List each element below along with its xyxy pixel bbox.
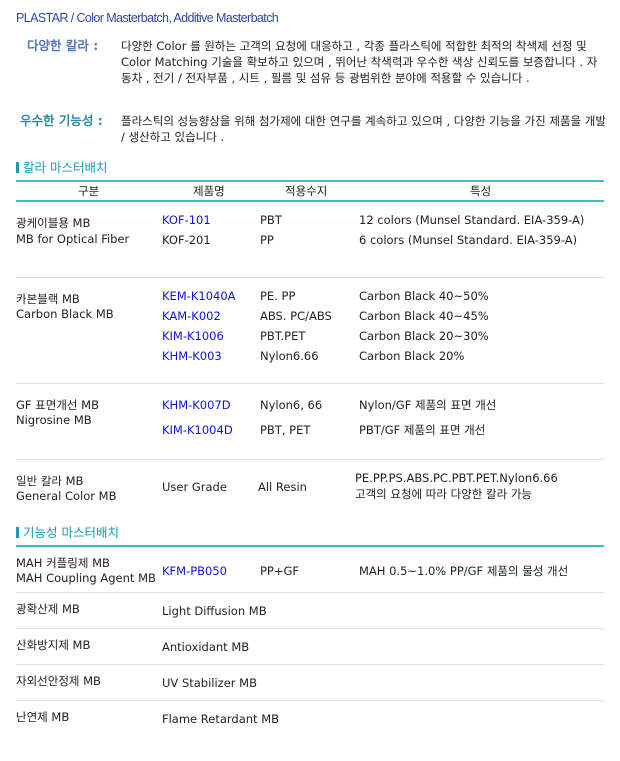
product-link[interactable]: KAM-K002	[162, 309, 221, 323]
divider	[16, 277, 604, 278]
product-link[interactable]: KOF-101	[162, 213, 211, 227]
product-name: Light Diffusion MB	[162, 604, 267, 618]
category-ko: 광확산제 MB	[16, 602, 80, 616]
category-ko: GF 표면개선 MB	[16, 398, 99, 412]
product-link[interactable]: KFM-PB050	[162, 564, 228, 578]
resin: All Resin	[258, 480, 307, 494]
divider	[16, 592, 604, 593]
divider	[16, 459, 604, 460]
category-ko: 산화방지제 MB	[16, 638, 91, 652]
resin: PBT	[260, 213, 282, 227]
resin: ABS. PC/ABS	[260, 309, 332, 323]
product-link[interactable]: KHM-K003	[162, 349, 222, 363]
feature: PE.PP.PS.ABS.PC.PBT.PET.Nylon6.66	[355, 471, 558, 485]
section-heading-functional-mb: 기능성 마스터배치	[16, 525, 119, 541]
divider	[16, 545, 604, 547]
category-en: General Color MB	[16, 489, 117, 503]
product-name: UV Stabilizer MB	[162, 676, 257, 690]
category-ko: 카본블랙 MB	[16, 292, 80, 306]
column-header-product: 제품명	[193, 184, 225, 198]
feature: PBT/GF 제품의 표면 개선	[359, 423, 486, 437]
divider	[16, 664, 604, 665]
column-header-category: 구분	[78, 184, 100, 198]
divider	[16, 700, 604, 701]
feature: 고객의 요청에 따라 다양한 칼라 가능	[355, 487, 532, 501]
divider	[16, 180, 604, 182]
feature: 6 colors (Munsel Standard. EIA-359-A)	[359, 233, 578, 247]
category-ko: 자외선안정제 MB	[16, 674, 101, 688]
category-ko: 난연제 MB	[16, 710, 70, 724]
product-name: Flame Retardant MB	[162, 712, 280, 726]
feature: Carbon Black 20%	[359, 349, 465, 363]
resin: PP	[260, 233, 274, 247]
feature: Carbon Black 20~30%	[359, 329, 489, 343]
product-link[interactable]: KEM-K1040A	[162, 289, 236, 303]
resin: PE. PP	[260, 289, 296, 303]
column-header-feature: 특성	[470, 184, 492, 198]
section-heading-color-mb: 칼라 마스터배치	[16, 160, 107, 176]
product-name: User Grade	[162, 480, 227, 494]
feature: Carbon Black 40~45%	[359, 309, 489, 323]
intro-text-colors: 다양한 Color 를 원하는 고객의 요청에 대응하고 , 각종 플라스틱에 …	[121, 39, 598, 85]
divider	[16, 628, 604, 629]
product-name: Antioxidant MB	[162, 640, 250, 654]
divider	[16, 200, 604, 202]
category-ko: 광케이블용 MB	[16, 216, 91, 230]
category-en: MB for Optical Fiber	[16, 232, 130, 246]
resin: Nylon6, 66	[260, 398, 323, 412]
category-ko: 일반 칼라 MB	[16, 474, 84, 488]
resin: PBT.PET	[260, 329, 306, 343]
intro-label-colors: 다양한 칼라 :	[27, 38, 99, 53]
intro-text-functional: 플라스틱의 성능향상을 위해 첨가제에 대한 연구를 계속하고 있으며 , 다양…	[121, 114, 606, 144]
resin: PP+GF	[260, 564, 300, 578]
feature: Nylon/GF 제품의 표면 개선	[359, 398, 497, 412]
divider	[16, 383, 604, 384]
feature: Carbon Black 40~50%	[359, 289, 489, 303]
feature: 12 colors (Munsel Standard. EIA-359-A)	[359, 213, 585, 227]
resin: PBT, PET	[260, 423, 311, 437]
resin: Nylon6.66	[260, 349, 319, 363]
category-en: Carbon Black MB	[16, 307, 114, 321]
column-header-resin: 적용수지	[285, 184, 328, 198]
category-ko: MAH 커플링제 MB	[16, 556, 110, 570]
category-en: Nigrosine MB	[16, 413, 92, 427]
feature: MAH 0.5~1.0% PP/GF 제품의 물성 개선	[359, 564, 569, 578]
product-link[interactable]: KIM-K1004D	[162, 423, 233, 437]
category-en: MAH Coupling Agent MB	[16, 571, 156, 585]
intro-label-functional: 우수한 기능성 :	[20, 113, 103, 128]
product-link[interactable]: KHM-K007D	[162, 398, 231, 412]
product-link[interactable]: KIM-K1006	[162, 329, 224, 343]
product-name: KOF-201	[162, 233, 211, 247]
page-title: PLASTAR / Color Masterbatch, Additive Ma…	[16, 11, 279, 25]
